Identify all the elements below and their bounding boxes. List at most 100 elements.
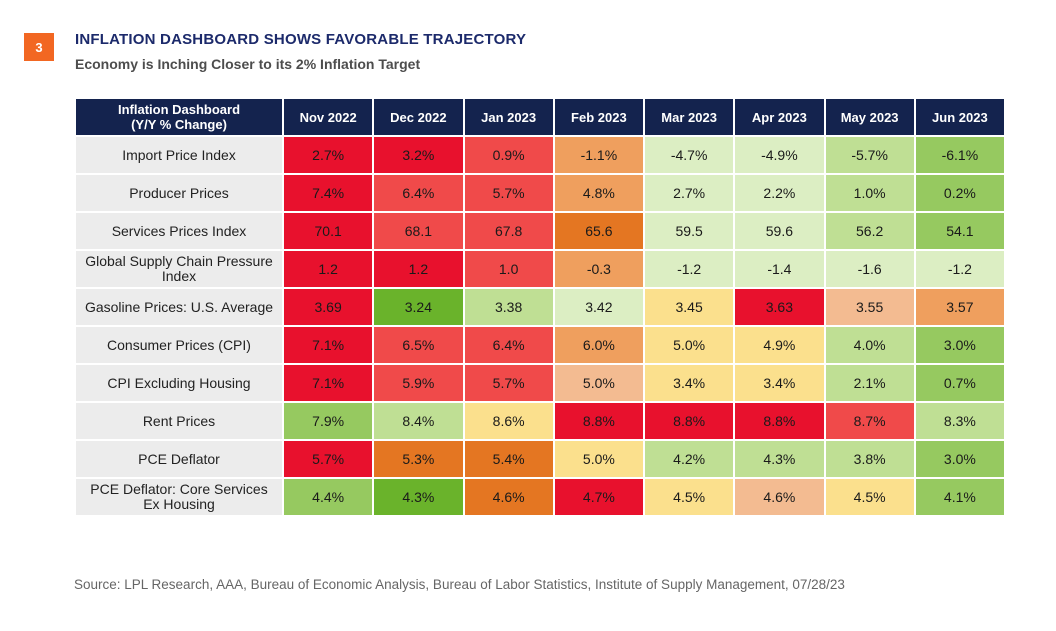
heatmap-cell: 3.57 (915, 289, 1004, 325)
heatmap-cell: 7.9% (284, 403, 373, 439)
heatmap-cell: 4.5% (825, 479, 914, 515)
heatmap-cell: 3.4% (735, 365, 824, 401)
heatmap-cell: 8.3% (915, 403, 1004, 439)
heatmap-cell: 3.38 (464, 289, 553, 325)
heatmap-cell: 3.63 (735, 289, 824, 325)
heatmap-cell: 6.4% (464, 327, 553, 363)
heatmap-cell: 5.0% (645, 327, 734, 363)
row-label: CPI Excluding Housing (76, 365, 282, 401)
row-label: PCE Deflator: Core Services Ex Housing (76, 479, 282, 515)
heatmap-cell: 5.9% (374, 365, 463, 401)
heatmap-cell: 5.3% (374, 441, 463, 477)
source-note: Source: LPL Research, AAA, Bureau of Eco… (74, 577, 845, 592)
heatmap-cell: 8.8% (735, 403, 824, 439)
heatmap-cell: 4.3% (735, 441, 824, 477)
heatmap-cell: 7.1% (284, 327, 373, 363)
column-header: Dec 2022 (374, 99, 463, 135)
heatmap-cell: -0.3 (554, 251, 643, 287)
heatmap-cell: 1.2 (374, 251, 463, 287)
heatmap-cell: 7.4% (284, 175, 373, 211)
heatmap-cell: 3.0% (915, 327, 1004, 363)
inflation-dashboard-table: Inflation Dashboard (Y/Y % Change) Nov 20… (74, 97, 1006, 517)
heatmap-cell: -4.9% (735, 137, 824, 173)
table-row: Services Prices Index 70.1 68.1 67.8 65.6 59.… (76, 213, 1004, 249)
column-header: Jan 2023 (464, 99, 553, 135)
header-row: Inflation Dashboard (Y/Y % Change) Nov 20… (76, 99, 1004, 135)
heatmap-cell: -5.7% (825, 137, 914, 173)
column-header: Nov 2022 (284, 99, 373, 135)
heatmap-cell: 3.24 (374, 289, 463, 325)
heatmap-cell: 3.4% (645, 365, 734, 401)
row-label: PCE Deflator (76, 441, 282, 477)
heatmap-cell: 6.0% (554, 327, 643, 363)
row-label: Gasoline Prices: U.S. Average (76, 289, 282, 325)
heatmap-cell: -1.6 (825, 251, 914, 287)
heatmap-cell: 3.45 (645, 289, 734, 325)
column-header: Feb 2023 (554, 99, 643, 135)
heatmap-cell: 4.3% (374, 479, 463, 515)
heatmap-cell: 5.7% (284, 441, 373, 477)
heatmap-cell: 2.1% (825, 365, 914, 401)
heatmap-cell: 4.6% (735, 479, 824, 515)
heatmap-cell: 3.55 (825, 289, 914, 325)
heatmap-cell: 4.4% (284, 479, 373, 515)
heatmap-cell: 0.7% (915, 365, 1004, 401)
heatmap-cell: 5.0% (554, 441, 643, 477)
table-row: Rent Prices 7.9% 8.4% 8.6% 8.8% 8.8% 8.8% 8.7% 8… (76, 403, 1004, 439)
table-row: Gasoline Prices: U.S. Average 3.69 3.24 3.3… (76, 289, 1004, 325)
heatmap-cell: 65.6 (554, 213, 643, 249)
heatmap-cell: 2.7% (645, 175, 734, 211)
heatmap-cell: 54.1 (915, 213, 1004, 249)
heatmap-cell: 4.7% (554, 479, 643, 515)
heatmap-cell: 4.6% (464, 479, 553, 515)
row-label: Consumer Prices (CPI) (76, 327, 282, 363)
heatmap-cell: 3.0% (915, 441, 1004, 477)
heatmap-cell: 2.7% (284, 137, 373, 173)
table-row: Import Price Index 2.7% 3.2% 0.9% -1.1% -4.7%… (76, 137, 1004, 173)
heatmap-cell: 2.2% (735, 175, 824, 211)
heatmap-cell: 5.7% (464, 365, 553, 401)
heatmap-cell: 5.4% (464, 441, 553, 477)
row-label: Global Supply Chain Pressure Index (76, 251, 282, 287)
heatmap-cell: 3.42 (554, 289, 643, 325)
heatmap-cell: 0.9% (464, 137, 553, 173)
heatmap-cell: 67.8 (464, 213, 553, 249)
heatmap-cell: 1.0 (464, 251, 553, 287)
heatmap-cell: 3.8% (825, 441, 914, 477)
heatmap-cell: -1.2 (915, 251, 1004, 287)
table-row: CPI Excluding Housing 7.1% 5.9% 5.7% 5.0% 3.4… (76, 365, 1004, 401)
heatmap-cell: 59.6 (735, 213, 824, 249)
heatmap-cell: 6.4% (374, 175, 463, 211)
heatmap-cell: 8.8% (645, 403, 734, 439)
column-header: Jun 2023 (915, 99, 1004, 135)
heatmap-cell: 4.9% (735, 327, 824, 363)
column-header: May 2023 (825, 99, 914, 135)
figure-number-badge: 3 (24, 33, 54, 61)
heatmap-cell: 4.1% (915, 479, 1004, 515)
chart-title: INFLATION DASHBOARD SHOWS FAVORABLE TRAJ… (75, 31, 527, 48)
heatmap-cell: 8.6% (464, 403, 553, 439)
heatmap-cell: 8.8% (554, 403, 643, 439)
row-label: Services Prices Index (76, 213, 282, 249)
table-row: Global Supply Chain Pressure Index 1.2 1.2 1… (76, 251, 1004, 287)
heatmap-cell: 1.0% (825, 175, 914, 211)
heatmap-cell: 0.2% (915, 175, 1004, 211)
heatmap-cell: 4.2% (645, 441, 734, 477)
column-header: Mar 2023 (645, 99, 734, 135)
heatmap-cell: 59.5 (645, 213, 734, 249)
heatmap-cell: 70.1 (284, 213, 373, 249)
heatmap-cell: 4.0% (825, 327, 914, 363)
chart-subtitle: Economy is Inching Closer to its 2% Infl… (75, 56, 421, 72)
table-row: Consumer Prices (CPI) 7.1% 6.5% 6.4% 6.0% 5.0… (76, 327, 1004, 363)
row-label: Producer Prices (76, 175, 282, 211)
heatmap-cell: 3.2% (374, 137, 463, 173)
heatmap-cell: 56.2 (825, 213, 914, 249)
row-label: Rent Prices (76, 403, 282, 439)
column-header: Apr 2023 (735, 99, 824, 135)
heatmap-cell: 8.4% (374, 403, 463, 439)
corner-header: Inflation Dashboard (Y/Y % Change) (76, 99, 282, 135)
heatmap-cell: 6.5% (374, 327, 463, 363)
heatmap-cell: -4.7% (645, 137, 734, 173)
row-label: Import Price Index (76, 137, 282, 173)
table-row: Producer Prices 7.4% 6.4% 5.7% 4.8% 2.7% 2.2% 1… (76, 175, 1004, 211)
